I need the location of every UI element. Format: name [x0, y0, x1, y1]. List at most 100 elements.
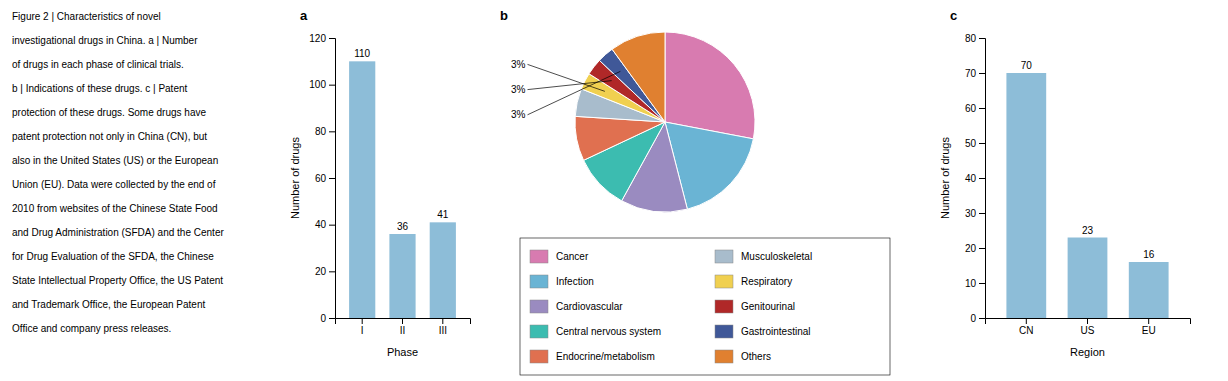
y-tick-label: 60: [965, 103, 977, 114]
x-tick-mark: [442, 318, 443, 324]
y-tick-mark: [979, 178, 985, 179]
data-label: 41: [437, 209, 449, 220]
y-tick-label: 0: [970, 313, 976, 324]
legend-label: Cancer: [556, 251, 589, 262]
legend-item: Infection: [530, 275, 594, 288]
data-labels: 70 23 16: [1021, 60, 1155, 260]
legend-item: Central nervous system: [530, 325, 661, 338]
y-tick: 40: [315, 219, 335, 230]
caption-line: investigational drugs in China. a | Numb…: [12, 35, 198, 46]
y-tick-label: 40: [965, 173, 977, 184]
legend-swatch: [715, 275, 733, 288]
y-tick: 100: [309, 79, 335, 90]
y-tick-mark: [329, 38, 335, 39]
legend-item: Endocrine/metabolism: [530, 350, 655, 363]
pie-chart: 3%3%3%CancerInfectionCardiovascularCentr…: [500, 8, 890, 375]
y-tick: 40: [965, 173, 985, 184]
y-tick-mark: [329, 318, 335, 319]
y-axis: 01020304050607080: [965, 33, 986, 324]
legend-frame: [520, 238, 890, 375]
leader-line: [528, 64, 605, 91]
panel-title: c: [950, 8, 957, 23]
legend-label: Musculoskeletal: [741, 251, 812, 262]
legend-swatch: [715, 325, 733, 338]
y-tick-label: 20: [965, 243, 977, 254]
legend-swatch: [530, 300, 548, 313]
y-tick-mark: [329, 271, 335, 272]
slice-labels: 3%3%3%: [511, 59, 620, 120]
x-tick: I: [361, 318, 364, 336]
x-tick: EU: [1142, 318, 1156, 336]
legend-swatch: [530, 350, 548, 363]
bar: [1006, 73, 1046, 318]
x-axis-title: Region: [1070, 346, 1105, 358]
y-tick-label: 10: [965, 278, 977, 289]
slices: [575, 32, 755, 212]
x-tick: II: [400, 318, 406, 336]
y-tick-label: 40: [315, 219, 327, 230]
x-tick-label: II: [400, 325, 406, 336]
legend-swatch: [715, 300, 733, 313]
legend-label: Central nervous system: [556, 326, 661, 337]
y-tick: 10: [965, 278, 985, 289]
y-axis-title: Number of drugs: [939, 137, 951, 219]
bar: [1068, 238, 1108, 319]
data-label: 23: [1082, 225, 1094, 236]
legend-swatch: [530, 275, 548, 288]
y-tick: 20: [315, 266, 335, 277]
caption-line: protection of these drugs. Some drugs ha…: [12, 107, 206, 118]
legend-label: Others: [741, 351, 771, 362]
slice: [612, 32, 665, 122]
y-tick-label: 80: [965, 33, 977, 44]
slice: [665, 32, 755, 139]
x-tick-mark: [402, 318, 403, 324]
bar: [1129, 262, 1169, 318]
y-tick-label: 120: [309, 33, 326, 44]
bars: [349, 61, 456, 318]
leader-line: [528, 71, 621, 114]
caption-line: b | Indications of these drugs. c | Pate…: [12, 83, 188, 94]
x-tick: US: [1081, 318, 1095, 336]
slice: [575, 116, 665, 160]
caption-line: State Intellectual Property Office, the …: [12, 275, 223, 286]
legend-item: Respiratory: [715, 275, 792, 288]
x-tick-label: III: [439, 325, 447, 336]
x-tick-mark: [1148, 318, 1149, 324]
y-tick-label: 80: [315, 126, 327, 137]
data-labels: 1103641: [354, 48, 449, 232]
x-axis: IIIIII: [336, 318, 471, 336]
data-label: 70: [1021, 60, 1033, 71]
y-tick-label: 60: [315, 173, 327, 184]
x-tick-label: EU: [1142, 325, 1156, 336]
y-tick: 70: [965, 68, 985, 79]
data-label: 16: [1143, 249, 1155, 260]
legend-item: Genitourinal: [715, 300, 795, 313]
y-tick: 0: [970, 313, 985, 324]
y-tick: 20: [965, 243, 985, 254]
y-tick: 0: [320, 313, 335, 324]
legend-label: Infection: [556, 276, 594, 287]
x-tick: III: [439, 318, 447, 336]
y-tick: 80: [315, 126, 335, 137]
y-tick-mark: [979, 143, 985, 144]
y-tick: 30: [965, 208, 985, 219]
axis-line: [986, 319, 1191, 325]
bar-chart: IIIIII0204060801001201103641PhaseNumber …: [289, 8, 471, 358]
y-tick: 60: [965, 103, 985, 114]
data-label: 3%: [511, 84, 526, 95]
y-tick: 60: [315, 173, 335, 184]
x-axis-title: Phase: [387, 346, 418, 358]
legend-item: Others: [715, 350, 771, 363]
y-tick-mark: [979, 73, 985, 74]
y-axis: 0 20 40 60 80 100 120: [309, 33, 335, 324]
legend-label: Respiratory: [741, 276, 792, 287]
caption-line: Figure 2 | Characteristics of novel: [12, 11, 161, 22]
y-tick-label: 100: [309, 79, 326, 90]
caption-line: Office and company press releases.: [12, 323, 171, 334]
x-tick-label: US: [1081, 325, 1095, 336]
x-tick-label: CN: [1019, 325, 1033, 336]
panel-title: b: [500, 8, 508, 23]
x-tick-mark: [1026, 318, 1027, 324]
legend-swatch: [530, 325, 548, 338]
caption-line: patent protection not only in China (CN)…: [12, 131, 207, 142]
